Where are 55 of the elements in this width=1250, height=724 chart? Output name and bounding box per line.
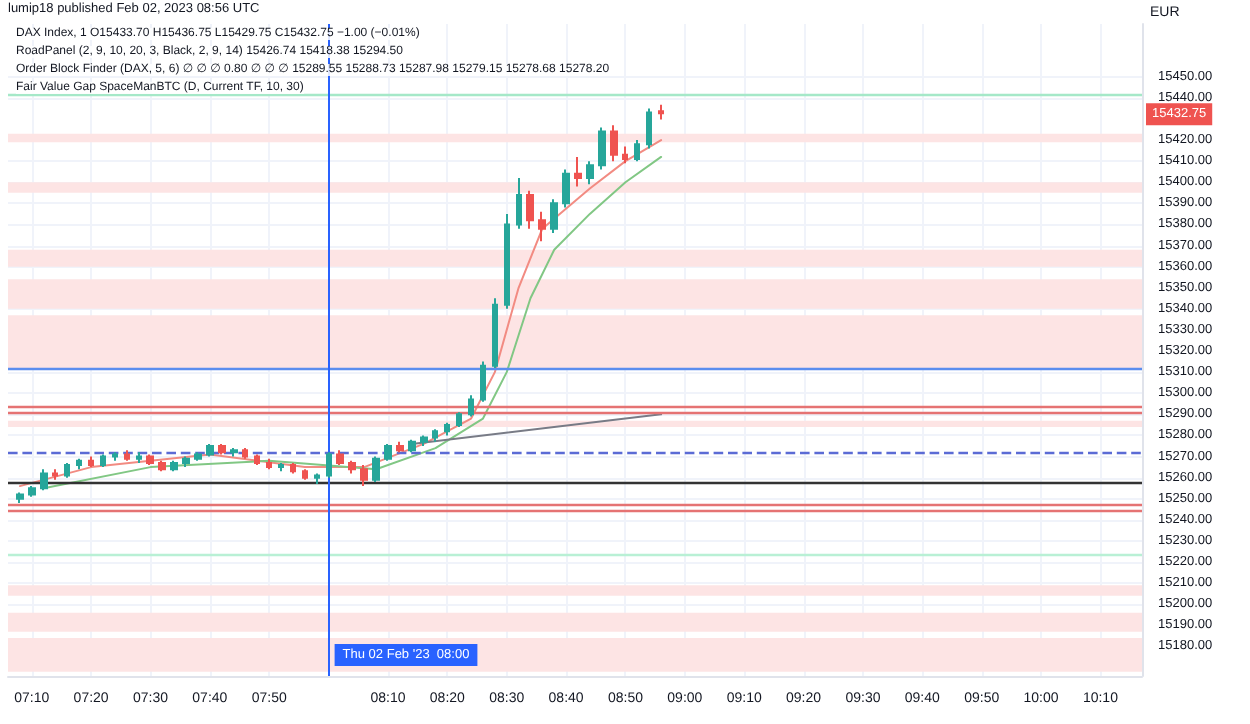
candlestick (658, 103, 664, 121)
candlestick (266, 457, 272, 471)
candlestick (242, 447, 248, 460)
candlestick (112, 451, 118, 462)
candlestick (76, 457, 82, 471)
candlestick (206, 442, 214, 458)
candlestick (170, 459, 178, 473)
candlestick (432, 428, 438, 443)
candlestick (136, 451, 142, 464)
candlestick (40, 468, 48, 492)
candlestick (598, 126, 606, 171)
candlestick (396, 440, 404, 454)
candlestick (468, 394, 474, 418)
candlestick (16, 491, 24, 504)
candlestick (516, 177, 522, 230)
candlestick (230, 447, 238, 458)
candlestick (218, 442, 226, 456)
candlestick (622, 145, 628, 165)
candlestick (52, 468, 58, 481)
candlestick (504, 212, 510, 310)
candlestick (124, 449, 130, 462)
candlestick (526, 189, 534, 230)
candlestick (194, 451, 202, 462)
candlestick (290, 461, 296, 475)
candlestick (574, 155, 582, 188)
candlestick (538, 210, 546, 243)
candlestick (348, 459, 356, 475)
candlestick (278, 461, 284, 473)
candlestick (158, 459, 166, 473)
candlestick (492, 297, 498, 369)
candlestick (420, 434, 428, 448)
candlestick (562, 168, 570, 209)
candlestick (254, 453, 260, 466)
candlestick (302, 468, 308, 481)
candlestick (550, 198, 558, 234)
candlestick (64, 461, 70, 479)
candlestick (586, 160, 594, 186)
candlestick (100, 453, 106, 469)
candlestick (28, 485, 36, 498)
candlestick (182, 455, 190, 469)
candlestick (326, 451, 332, 479)
candlestick (408, 438, 416, 454)
candlestick (336, 449, 344, 466)
candlestick (314, 472, 320, 485)
candlestick (384, 442, 392, 462)
candlestick (480, 360, 486, 403)
candlestick (444, 421, 450, 437)
candlestick (634, 139, 640, 163)
candlestick (646, 107, 652, 150)
candlestick (610, 124, 618, 163)
candlestick (146, 453, 154, 466)
candlestick (360, 464, 368, 488)
candlestick (456, 411, 462, 429)
candlestick (88, 455, 94, 469)
candlestick (372, 455, 380, 483)
